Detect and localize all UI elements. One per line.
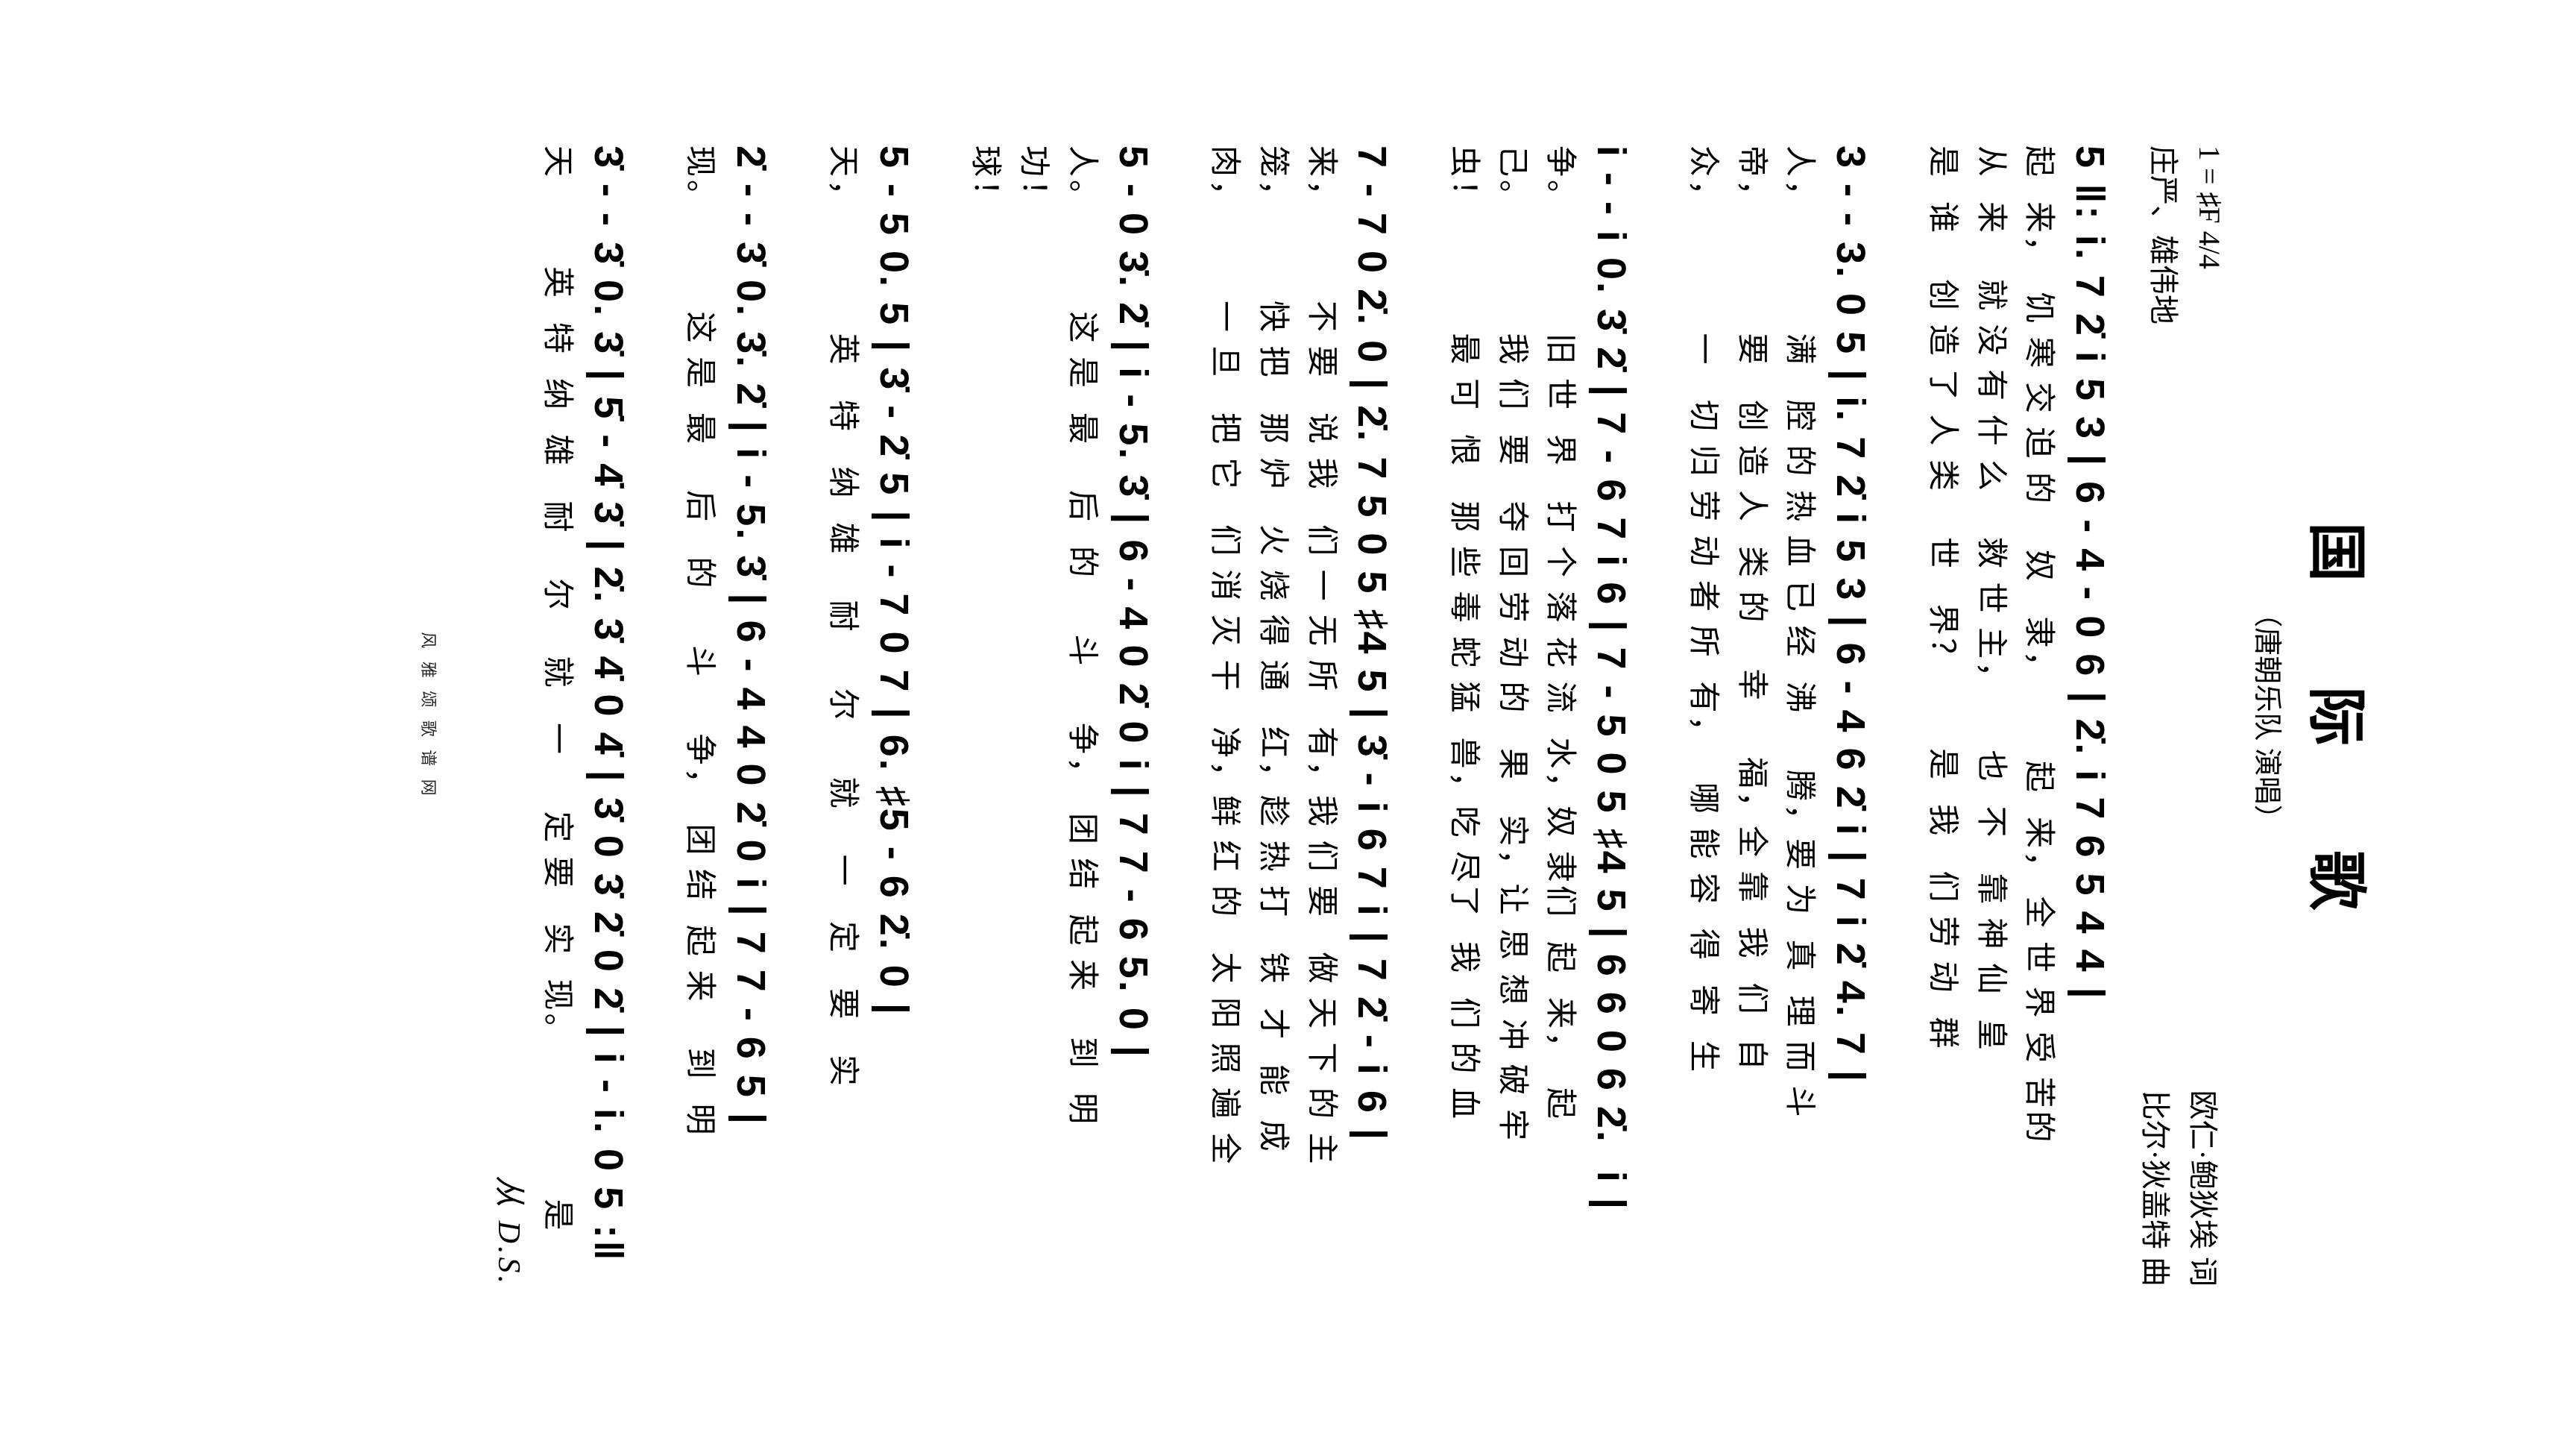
key-signature: 1 = ♯F 4/4 [2192, 145, 2227, 269]
composer-credit: 比尔·狄盖特 曲 [2136, 1090, 2179, 1287]
page-root: 国 际 歌 （唐朝乐队 演唱） 1 = ♯F 4/4 庄严、雄伟地 欧仁·鲍狄埃… [0, 0, 2576, 1432]
notation-line: 5 - 0 3̇. 2̇ | i - 5. 3̇ | 6 - 4 0 2̇ 0 … [1108, 145, 1156, 1287]
lyric-line: 天， 英 特 纳 雄 耐 尔 就 一 定 要 实 [821, 145, 863, 1287]
ds-repeat-mark: 从 D.S. [487, 145, 529, 1287]
lyric-line: 众， 一 切 归 劳 动 者 所 有， 哪 能 容 得 寄 生 [1681, 145, 1724, 1287]
lyric-line: 虫！ 最 可 恨 那 些 毒 蛇 猛 兽，吃 尽了 我 们 的 血 [1442, 145, 1484, 1287]
lyric-line: 是 谁 创 造 了 人 类 世 界？ 是 我 们 劳 动 群 [1921, 145, 1963, 1287]
lyric-line: 肉， 一 旦 把 它 们 消 灭 干 净，鲜 红 的 太 阳 照 遍 全 [1203, 145, 1245, 1287]
sheet-music-container: 国 际 歌 （唐朝乐队 演唱） 1 = ♯F 4/4 庄严、雄伟地 欧仁·鲍狄埃… [133, 63, 2444, 1369]
stave-5: 5 - 0 3̇. 2̇ | i - 5. 3̇ | 6 - 4 0 2̇ 0 … [963, 145, 1156, 1287]
lyric-line: 笼， 快 把 那 炉 火 烧 得 通 红，趁 热 打 铁 才 能 成 [1251, 145, 1294, 1287]
stave-4: 7 - 7 0 2̇. 0 | 2̇. 7 5 0 5 ♯4 5 | 3̇ - … [1203, 145, 1396, 1287]
stave-1: 5 ‖: i. 7 2̇ i 5 3 | 6 - 4 - 0 6 | 2̇. i… [1921, 145, 2114, 1287]
meta-row: 1 = ♯F 4/4 庄严、雄伟地 欧仁·鲍狄埃 词 比尔·狄盖特 曲 [2136, 145, 2227, 1287]
lyric-line: 帝， 要 创 造 人 类 的 幸 福，全 靠 我 们 自 [1729, 145, 1772, 1287]
lyric-line: 功！ [1012, 145, 1054, 1287]
song-title: 国 际 歌 [2298, 145, 2384, 1287]
lyricist-credit: 欧仁·鲍狄埃 词 [2184, 1090, 2227, 1287]
lyric-line: 天 英 特 纳 雄 耐 尔 就 一 定 要 实 现。 是 [535, 145, 578, 1287]
stave-3: i - - i 0. 3̇ 2̇ | 7 - 6 7 i 6 | 7 - 5 0… [1442, 145, 1635, 1287]
notation-line: 7 - 7 0 2̇. 0 | 2̇. 7 5 0 5 ♯4 5 | 3̇ - … [1347, 145, 1396, 1287]
notation-line: 3 - - 3. 0 5 | i. 7 2̇ i 5 3 | 6 - 4 6 2… [1826, 145, 1874, 1287]
lyric-line: 从 来 就 没 有 什 么 救 世 主， 也 不 靠 神 仙 皇 [1968, 145, 2011, 1287]
notation-line: 5 - 5 0. 5 | 3̇ - 2̇ 5 | i - 7 0 7 | 6. … [869, 145, 917, 1287]
staves-container: 5 ‖: i. 7 2̇ i 5 3 | 6 - 4 - 0 6 | 2̇. i… [487, 145, 2113, 1287]
stave-6: 5 - 5 0. 5 | 3̇ - 2̇ 5 | i - 7 0 7 | 6. … [821, 145, 917, 1287]
lyric-line: 来， 不 要 说 我 们 一 无 所 有，我 们 要 做 天 下 的 主 [1299, 145, 1341, 1287]
lyric-line: 球！ [963, 145, 1006, 1287]
stave-7: 2̇ - - 3̇ 0. 3̇. 2̇ | i - 5. 3̇ | 6 - 4 … [678, 145, 774, 1287]
stave-2: 3 - - 3. 0 5 | i. 7 2̇ i 5 3 | 6 - 4 6 2… [1681, 145, 1874, 1287]
notation-line: i - - i 0. 3̇ 2̇ | 7 - 6 7 i 6 | 7 - 5 0… [1587, 145, 1635, 1287]
notation-line: 3̇ - - 3̇ 0. 3̇ | 5̇ - 4̇ 3̇ | 2̇. 3̇ 4̇… [583, 145, 632, 1287]
lyric-line: 争。 旧 世 界 打 个 落 花 流 水，奴 隶们 起 来， 起 [1538, 145, 1581, 1287]
song-subtitle: （唐朝乐队 演唱） [2249, 145, 2290, 1287]
lyric-line: 人， 满 腔 的 热 血 已 经 沸 腾，要 为 真 理 而 斗 [1777, 145, 1820, 1287]
tempo-mark: 庄严、雄伟地 [2144, 145, 2188, 324]
meta-left: 1 = ♯F 4/4 庄严、雄伟地 [2136, 145, 2227, 324]
notation-line: 5 ‖: i. 7 2̇ i 5 3 | 6 - 4 - 0 6 | 2̇. i… [2065, 145, 2114, 1287]
notation-line: 2̇ - - 3̇ 0. 3̇. 2̇ | i - 5. 3̇ | 6 - 4 … [726, 145, 775, 1287]
lyric-line: 起 来， 饥 寒 交 迫 的 奴 隶， 起 来， 全 世 界 受 苦的 [2017, 145, 2059, 1287]
meta-right: 欧仁·鲍狄埃 词 比尔·狄盖特 曲 [2136, 1090, 2227, 1287]
lyric-line: 现。 这 是 最 后 的 斗 争， 团 结 起 来 到 明 [678, 145, 720, 1287]
lyric-line: 己。 我 们 要 夺 回 劳 动 的 果 实，让 思 想 冲 破 牢 [1490, 145, 1533, 1287]
stave-8: 3̇ - - 3̇ 0. 3̇ | 5̇ - 4̇ 3̇ | 2̇. 3̇ 4̇… [487, 145, 632, 1287]
footer-credit: 风 雅 颂 歌 谱 网 [417, 145, 441, 1287]
lyric-line: 人。 这 是 最 后 的 斗 争， 团 结 起 来 到 明 [1060, 145, 1103, 1287]
